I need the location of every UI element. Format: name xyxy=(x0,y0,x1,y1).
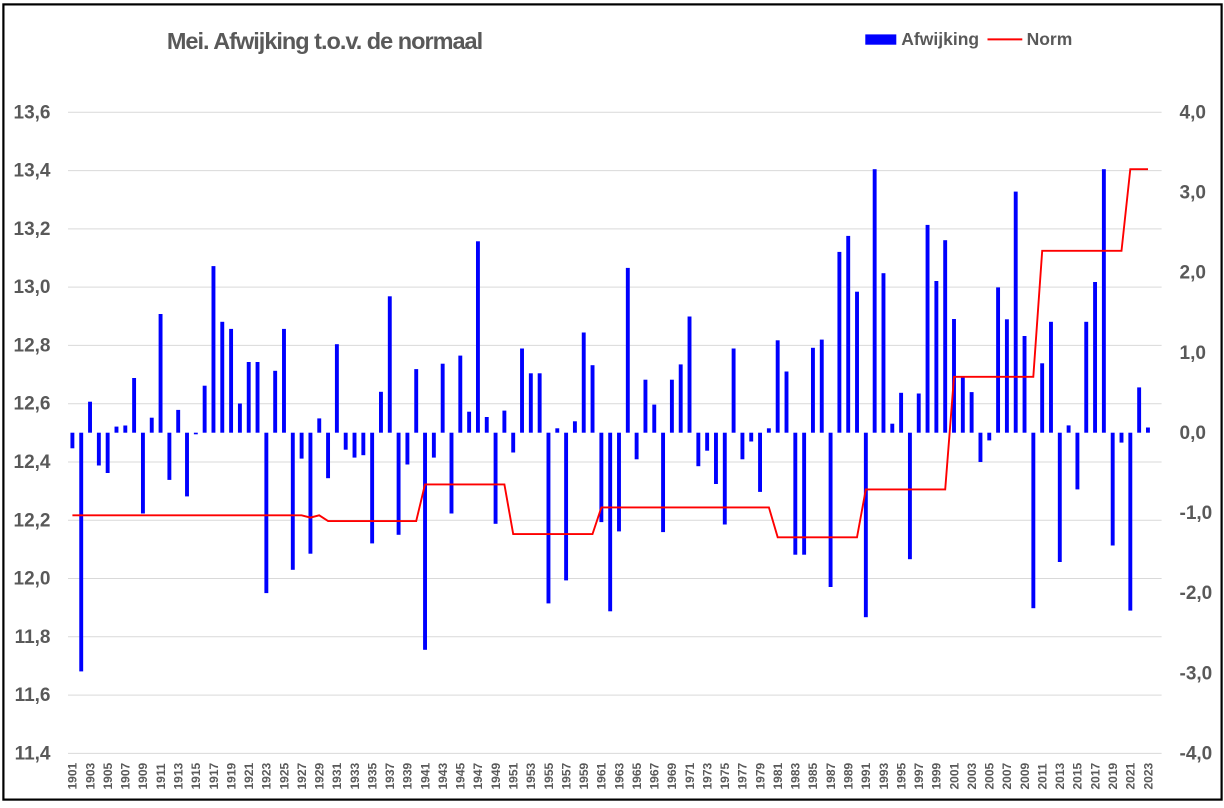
svg-text:1973: 1973 xyxy=(701,762,715,789)
svg-text:Afwijking: Afwijking xyxy=(901,29,979,49)
svg-text:13,2: 13,2 xyxy=(14,219,51,240)
svg-text:2019: 2019 xyxy=(1106,762,1120,789)
svg-text:1979: 1979 xyxy=(753,762,767,789)
svg-text:2007: 2007 xyxy=(1000,762,1014,789)
svg-text:1937: 1937 xyxy=(383,762,397,789)
svg-text:1953: 1953 xyxy=(524,762,538,789)
svg-text:1983: 1983 xyxy=(789,762,803,789)
svg-text:1961: 1961 xyxy=(595,762,609,789)
svg-text:1999: 1999 xyxy=(930,762,944,789)
svg-text:-2,0: -2,0 xyxy=(1180,583,1213,604)
svg-text:-3,0: -3,0 xyxy=(1180,663,1213,684)
svg-text:12,0: 12,0 xyxy=(14,569,51,590)
svg-text:2003: 2003 xyxy=(965,762,979,789)
svg-text:2021: 2021 xyxy=(1124,762,1138,789)
svg-text:Mei. Afwijking t.o.v. de norma: Mei. Afwijking t.o.v. de normaal xyxy=(167,28,482,54)
svg-text:1,0: 1,0 xyxy=(1180,343,1206,364)
svg-text:11,6: 11,6 xyxy=(15,685,51,706)
svg-text:1981: 1981 xyxy=(771,762,785,789)
svg-text:1965: 1965 xyxy=(630,762,644,789)
svg-text:12,6: 12,6 xyxy=(14,394,51,415)
svg-text:4,0: 4,0 xyxy=(1180,102,1206,123)
svg-text:2011: 2011 xyxy=(1036,763,1050,789)
svg-text:1923: 1923 xyxy=(260,762,274,789)
svg-text:1943: 1943 xyxy=(436,762,450,789)
svg-text:1913: 1913 xyxy=(172,762,186,789)
svg-text:1957: 1957 xyxy=(559,762,573,789)
svg-text:1921: 1921 xyxy=(242,762,256,789)
svg-text:2013: 2013 xyxy=(1053,762,1067,789)
svg-text:13,4: 13,4 xyxy=(14,161,51,182)
svg-text:1941: 1941 xyxy=(418,762,432,789)
svg-text:13,0: 13,0 xyxy=(14,277,51,298)
svg-text:1909: 1909 xyxy=(136,762,150,789)
svg-text:1905: 1905 xyxy=(101,762,115,789)
svg-text:1911: 1911 xyxy=(154,763,168,789)
svg-text:0,0: 0,0 xyxy=(1180,423,1206,444)
svg-text:1919: 1919 xyxy=(224,762,238,789)
svg-text:1989: 1989 xyxy=(842,762,856,789)
svg-text:1935: 1935 xyxy=(365,762,379,789)
svg-text:12,8: 12,8 xyxy=(14,335,51,356)
svg-text:1907: 1907 xyxy=(119,762,133,789)
svg-text:1933: 1933 xyxy=(348,762,362,789)
svg-text:1997: 1997 xyxy=(912,762,926,789)
svg-text:1963: 1963 xyxy=(612,762,626,789)
svg-text:1925: 1925 xyxy=(277,762,291,789)
svg-text:2023: 2023 xyxy=(1141,762,1155,789)
svg-text:1901: 1901 xyxy=(66,762,80,789)
svg-text:1931: 1931 xyxy=(330,762,344,789)
svg-text:3,0: 3,0 xyxy=(1180,183,1206,204)
svg-text:1959: 1959 xyxy=(577,762,591,789)
svg-text:1947: 1947 xyxy=(471,762,485,789)
svg-text:2015: 2015 xyxy=(1071,762,1085,789)
svg-text:1939: 1939 xyxy=(401,762,415,789)
svg-text:-1,0: -1,0 xyxy=(1180,503,1213,524)
svg-text:1929: 1929 xyxy=(313,762,327,789)
svg-text:11,8: 11,8 xyxy=(15,627,51,648)
svg-text:1991: 1991 xyxy=(859,762,873,789)
svg-text:1987: 1987 xyxy=(824,762,838,789)
svg-text:1969: 1969 xyxy=(665,762,679,789)
svg-text:11,4: 11,4 xyxy=(15,743,51,764)
svg-text:12,4: 12,4 xyxy=(14,452,51,473)
svg-text:13,6: 13,6 xyxy=(14,102,51,123)
svg-text:1903: 1903 xyxy=(83,762,97,789)
svg-text:1945: 1945 xyxy=(454,762,468,789)
svg-text:1915: 1915 xyxy=(189,762,203,789)
svg-text:1917: 1917 xyxy=(207,762,221,789)
svg-text:1927: 1927 xyxy=(295,762,309,789)
svg-text:1985: 1985 xyxy=(806,762,820,789)
svg-text:Norm: Norm xyxy=(1027,29,1073,49)
svg-text:1949: 1949 xyxy=(489,762,503,789)
svg-text:2017: 2017 xyxy=(1088,762,1102,789)
svg-text:1955: 1955 xyxy=(542,762,556,789)
svg-text:1967: 1967 xyxy=(648,762,662,789)
svg-text:1993: 1993 xyxy=(877,762,891,789)
svg-text:2,0: 2,0 xyxy=(1180,263,1206,284)
svg-text:2005: 2005 xyxy=(983,762,997,789)
svg-text:1995: 1995 xyxy=(894,762,908,789)
svg-text:1951: 1951 xyxy=(507,762,521,789)
svg-text:-4,0: -4,0 xyxy=(1180,744,1213,765)
svg-text:1971: 1971 xyxy=(683,762,697,789)
svg-text:12,2: 12,2 xyxy=(14,510,51,531)
svg-text:1977: 1977 xyxy=(736,762,750,789)
svg-text:1975: 1975 xyxy=(718,762,732,789)
svg-text:2009: 2009 xyxy=(1018,762,1032,789)
svg-text:2001: 2001 xyxy=(947,762,961,789)
